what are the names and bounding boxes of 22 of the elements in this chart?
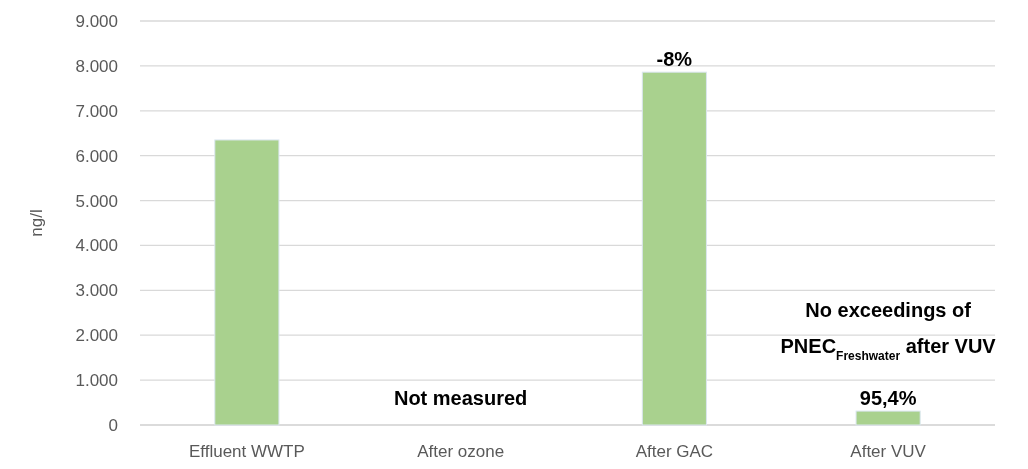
y-axis-title: ng/l bbox=[27, 209, 46, 237]
y-tick-label: 1.000 bbox=[75, 371, 118, 391]
y-tick-label: 2.000 bbox=[75, 326, 118, 346]
y-tick-label: 8.000 bbox=[75, 56, 118, 76]
bar bbox=[214, 139, 280, 426]
y-tick-label: 6.000 bbox=[75, 146, 118, 166]
y-tick-label: 0 bbox=[108, 415, 118, 435]
x-tick-label: After ozone bbox=[417, 442, 505, 461]
y-tick-label: 5.000 bbox=[75, 191, 118, 211]
annotation: 95,4% bbox=[859, 387, 917, 410]
x-tick-label: Effluent WWTP bbox=[188, 442, 305, 461]
y-tick-label: 3.000 bbox=[75, 281, 118, 301]
y-tick-label: 9.000 bbox=[75, 11, 118, 31]
annotation: Not measured bbox=[393, 387, 528, 409]
annotation: No exceedings of PNEC$_{Freshwater}$ after VUV bbox=[780, 299, 997, 363]
x-tick-label: After VUV bbox=[850, 442, 927, 461]
bar bbox=[855, 410, 921, 426]
x-tick-label: After GAC bbox=[635, 442, 714, 461]
y-tick-label: 7.000 bbox=[75, 101, 118, 121]
annotation: -8% bbox=[656, 48, 693, 71]
bar bbox=[641, 71, 707, 426]
y-tick-label: 4.000 bbox=[75, 236, 118, 256]
